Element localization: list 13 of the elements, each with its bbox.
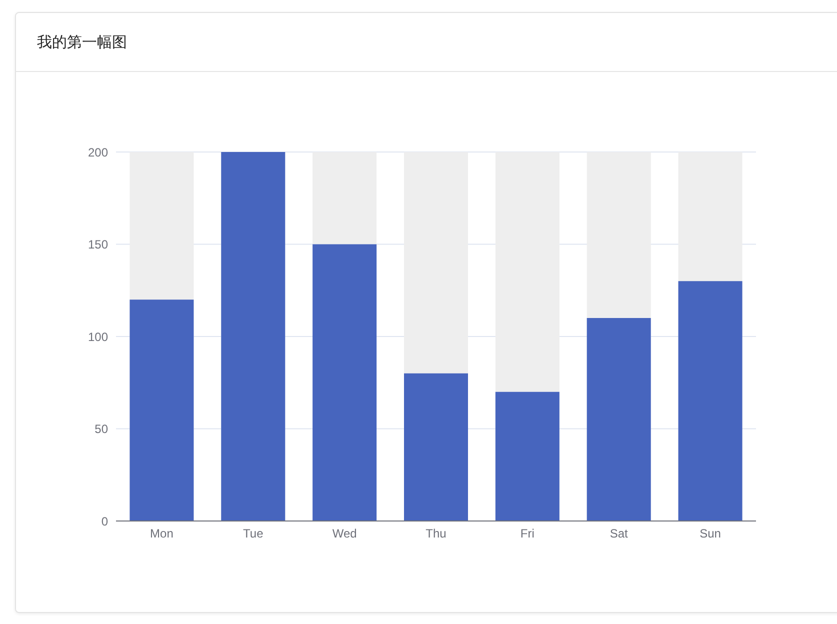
x-tick-label: Thu <box>426 526 446 541</box>
y-tick-label: 50 <box>94 422 108 436</box>
x-tick-label: Wed <box>332 526 357 541</box>
x-tick-label: Sun <box>700 526 721 541</box>
x-tick-label: Mon <box>150 526 174 541</box>
x-tick-label: Sat <box>610 526 629 541</box>
x-tick-label: Tue <box>243 526 264 541</box>
x-tick-label: Fri <box>520 526 534 541</box>
y-tick-label: 0 <box>101 514 108 528</box>
y-tick-label: 200 <box>88 145 108 160</box>
y-tick-label: 100 <box>88 330 108 344</box>
chart-title: 我的第一幅图 <box>16 13 837 72</box>
y-tick-label: 150 <box>88 238 108 252</box>
